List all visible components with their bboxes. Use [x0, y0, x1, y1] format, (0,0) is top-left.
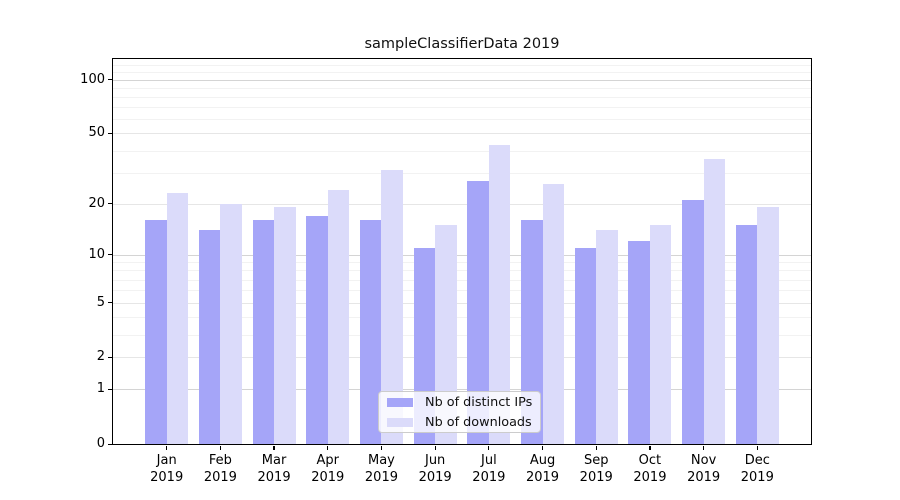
bar-distinct-ips	[628, 241, 650, 444]
gridline-minor	[113, 270, 811, 272]
y-tick-label: 1	[96, 381, 105, 397]
legend-entry: Nb of distinct IPs	[387, 395, 540, 410]
bar-downloads	[703, 158, 726, 444]
bar-downloads	[596, 230, 618, 444]
x-tick-label: Aug 2019	[525, 453, 560, 485]
x-axis-tick	[703, 445, 705, 450]
gridline-major	[113, 389, 811, 391]
y-axis-tick	[107, 356, 112, 358]
y-tick-label: 100	[80, 71, 105, 87]
bar-distinct-ips	[467, 180, 489, 444]
legend-swatch	[387, 417, 413, 427]
legend: Nb of distinct IPs Nb of downloads	[378, 391, 541, 433]
y-axis-tick	[107, 254, 112, 256]
x-axis-tick	[273, 445, 275, 450]
x-tick-label: Jan 2019	[150, 453, 184, 485]
legend-label: Nb of distinct IPs	[425, 394, 533, 410]
gridline-minor	[113, 290, 811, 292]
x-tick-label: Dec 2019	[740, 453, 774, 485]
bar-distinct-ips	[145, 220, 167, 444]
bar-downloads	[381, 170, 403, 444]
gridline-minor	[113, 119, 811, 121]
y-axis-tick	[107, 388, 112, 390]
gridline-major	[113, 254, 811, 256]
x-tick-label: Mar 2019	[257, 453, 291, 485]
x-tick-label: Sep 2019	[579, 453, 613, 485]
x-tick-label: Jun 2019	[418, 453, 452, 485]
gridline-minor	[113, 316, 811, 318]
x-tick-label: Nov 2019	[687, 453, 721, 485]
y-axis-tick	[107, 132, 112, 135]
bar-downloads	[274, 207, 296, 444]
gridline-major	[113, 203, 811, 205]
y-axis-tick	[107, 443, 112, 445]
bar-distinct-ips	[682, 199, 704, 444]
x-axis-tick	[327, 445, 329, 450]
bar-distinct-ips	[574, 247, 597, 444]
x-axis-tick	[595, 445, 597, 450]
bar-downloads	[757, 207, 779, 444]
x-axis-tick	[219, 445, 221, 450]
y-axis-tick	[107, 203, 112, 205]
y-axis-tick	[107, 302, 112, 304]
gridline-minor	[113, 72, 811, 74]
gridline-minor	[113, 96, 811, 98]
legend-swatch	[387, 397, 413, 407]
x-tick-label: Oct 2019	[633, 453, 667, 485]
x-tick-label: Apr 2019	[311, 453, 345, 485]
chart-title: sampleClassifierData 2019	[364, 36, 560, 52]
y-axis-tick	[107, 79, 112, 81]
gridline-major	[113, 79, 811, 81]
y-tick-label: 50	[88, 125, 105, 141]
bar-distinct-ips	[252, 220, 275, 444]
gridline-major	[113, 357, 811, 359]
bar-distinct-ips	[521, 220, 543, 444]
bar-downloads	[327, 189, 350, 444]
x-axis-tick	[756, 445, 758, 450]
bar-downloads	[542, 183, 564, 444]
y-tick-label: 2	[96, 349, 105, 365]
bar-downloads	[649, 225, 672, 444]
legend-label: Nb of downloads	[425, 414, 532, 430]
gridline-major	[113, 133, 811, 135]
gridline-major	[113, 302, 811, 304]
y-tick-label: 10	[88, 246, 105, 262]
bar-distinct-ips	[359, 220, 382, 444]
x-tick-label: May 2019	[364, 453, 398, 485]
gridline-minor	[113, 87, 811, 89]
x-tick-label: Jul 2019	[472, 453, 506, 485]
legend-entry: Nb of downloads	[387, 415, 540, 430]
gridline-minor	[113, 107, 811, 109]
bar-downloads	[435, 225, 457, 444]
bar-downloads	[166, 193, 189, 444]
x-axis-tick	[488, 445, 490, 450]
x-axis-tick	[649, 445, 651, 450]
bar-downloads	[488, 145, 511, 444]
x-axis-tick	[541, 445, 544, 450]
x-tick-label: Feb 2019	[203, 453, 237, 485]
y-tick-label: 20	[88, 195, 105, 211]
gridline-minor	[113, 279, 811, 281]
plot-area	[113, 59, 811, 444]
gridline-minor	[113, 334, 811, 336]
bar-distinct-ips	[735, 225, 758, 444]
gridline-minor	[113, 172, 811, 174]
x-axis-tick	[166, 445, 168, 450]
gridline-minor	[113, 150, 811, 152]
x-axis-tick	[434, 445, 436, 450]
bar-distinct-ips	[198, 230, 221, 444]
bar-downloads	[220, 203, 242, 444]
gridline-minor	[113, 262, 811, 264]
x-axis-tick	[380, 445, 383, 450]
gridline-minor	[113, 65, 811, 67]
y-tick-label: 5	[96, 294, 105, 310]
y-tick-label: 0	[96, 436, 105, 451]
bar-distinct-ips	[306, 215, 328, 444]
